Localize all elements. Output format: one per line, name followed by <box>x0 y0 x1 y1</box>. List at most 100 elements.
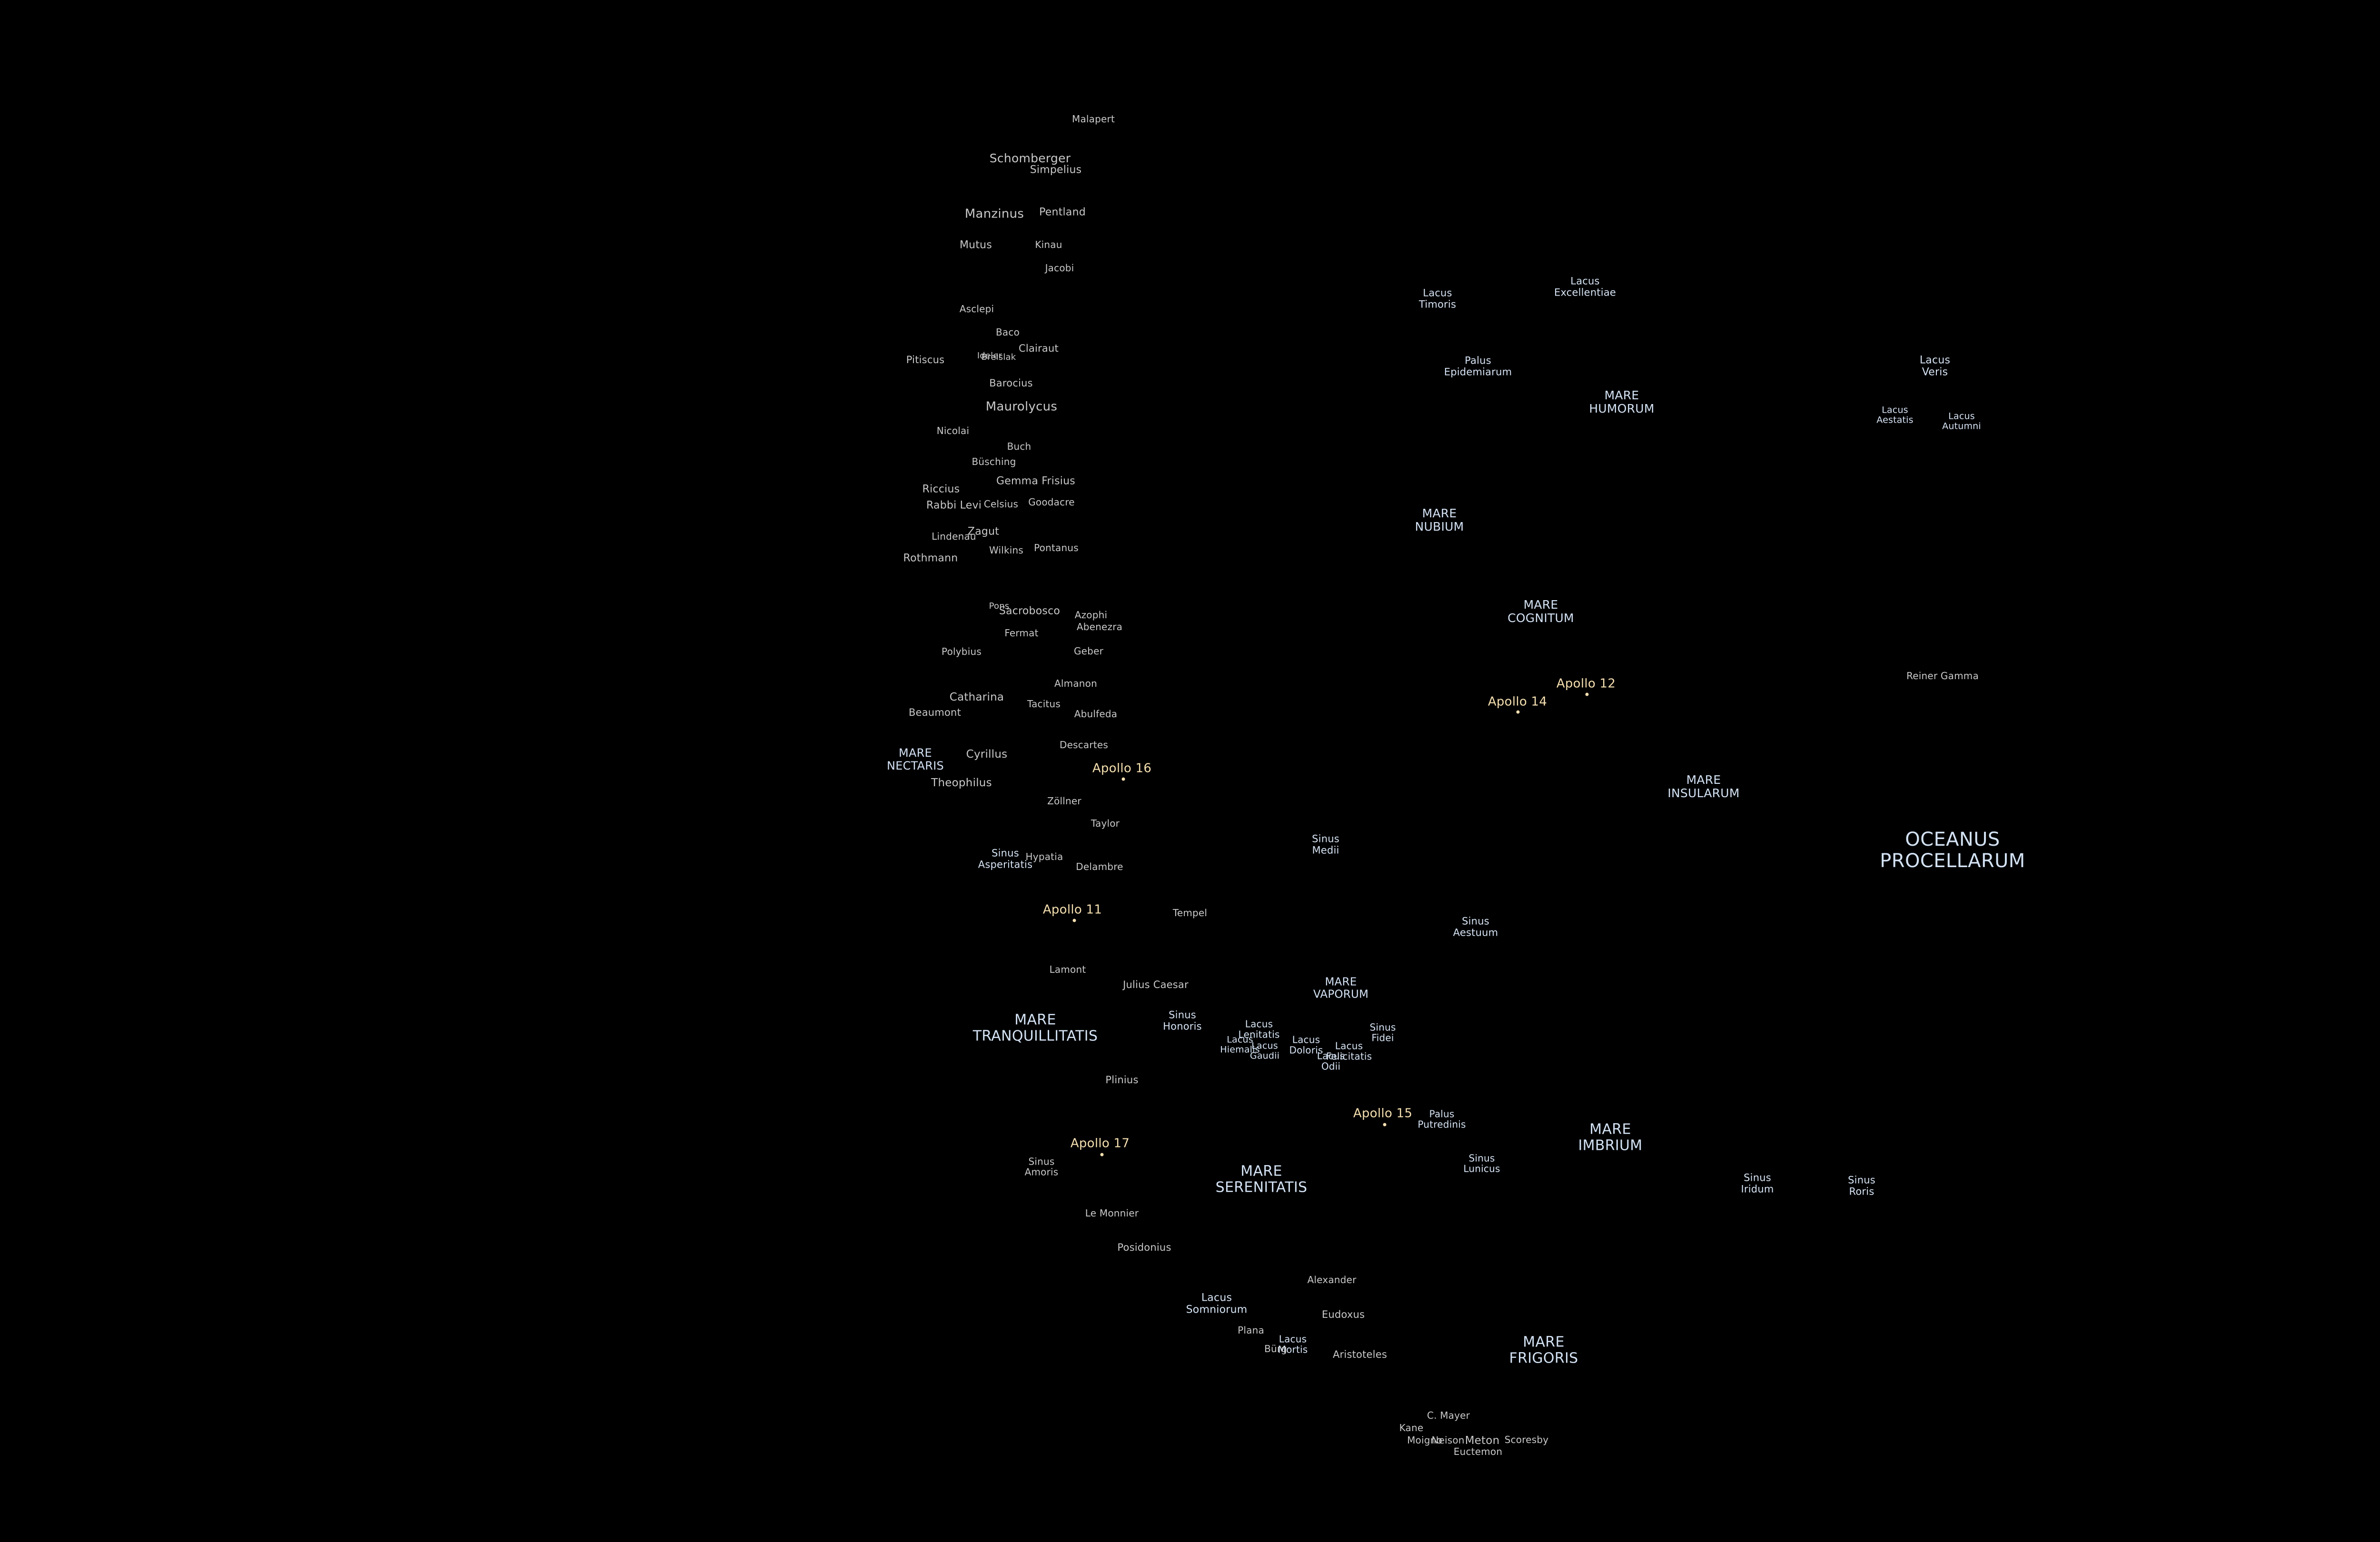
feature-label-baco[interactable]: Baco <box>995 326 1020 338</box>
feature-label-reiner-gamma[interactable]: Reiner Gamma <box>1906 670 1979 682</box>
feature-label-mare-frigoris[interactable]: MARE FRIGORIS <box>1509 1334 1578 1366</box>
feature-label-mare-cognitum[interactable]: MARE COGNITUM <box>1507 598 1574 625</box>
feature-label-schomberger[interactable]: Schomberger <box>989 151 1071 165</box>
feature-label-le-monnier[interactable]: Le Monnier <box>1085 1207 1139 1219</box>
feature-label-almanon[interactable]: Almanon <box>1054 677 1097 689</box>
feature-label-sinus-medii[interactable]: Sinus Medii <box>1312 833 1339 856</box>
feature-label-sinus-fidei[interactable]: Sinus Fidei <box>1369 1021 1396 1044</box>
feature-label-sinus-roris[interactable]: Sinus Roris <box>1848 1174 1875 1197</box>
feature-label-lacus-odii[interactable]: Lacus Odii <box>1317 1050 1345 1072</box>
feature-label-pons[interactable]: Pons <box>989 601 1010 611</box>
feature-label-apollo-14[interactable]: Apollo 14 <box>1488 694 1547 709</box>
feature-label-moigno[interactable]: Moigno <box>1407 1434 1442 1446</box>
feature-label-sinus-iridum[interactable]: Sinus Iridum <box>1741 1172 1774 1195</box>
feature-label-apollo-12[interactable]: Apollo 12 <box>1556 676 1616 691</box>
feature-label-mare-nubium[interactable]: MARE NUBIUM <box>1415 506 1464 534</box>
feature-label-c-mayer[interactable]: C. Mayer <box>1427 1409 1470 1421</box>
feature-label-rothmann[interactable]: Rothmann <box>903 552 958 564</box>
feature-label-catharina[interactable]: Catharina <box>949 691 1004 704</box>
feature-label-mare-vaporum[interactable]: MARE VAPORUM <box>1313 976 1369 1000</box>
feature-label-mare-imbrium[interactable]: MARE IMBRIUM <box>1578 1121 1643 1154</box>
feature-label-eudoxus[interactable]: Eudoxus <box>1321 1309 1365 1321</box>
feature-label-lacus-veris[interactable]: Lacus Veris <box>1919 354 1951 378</box>
feature-label-lacus-excellentiae[interactable]: Lacus Excellentiae <box>1554 275 1616 298</box>
feature-label-tacitus[interactable]: Tacitus <box>1027 698 1061 710</box>
feature-label-ideler[interactable]: Ideler <box>977 350 1002 361</box>
feature-label-b-rg[interactable]: Bürg <box>1264 1343 1287 1354</box>
feature-label-simpelius[interactable]: Simpelius <box>1030 164 1082 176</box>
feature-label-cyrillus[interactable]: Cyrillus <box>966 748 1008 761</box>
feature-label-celsius[interactable]: Celsius <box>983 498 1019 510</box>
feature-label-sinus-amoris[interactable]: Sinus Amoris <box>1024 1156 1059 1178</box>
feature-label-oceanus-procellarum[interactable]: OCEANUS PROCELLARUM <box>1880 829 2025 872</box>
feature-label-plana[interactable]: Plana <box>1238 1324 1264 1336</box>
feature-label-lamont[interactable]: Lamont <box>1049 963 1086 975</box>
feature-label-lacus-aestatis[interactable]: Lacus Aestatis <box>1876 405 1914 425</box>
feature-label-euctemon[interactable]: Euctemon <box>1453 1445 1503 1457</box>
feature-label-aristoteles[interactable]: Aristoteles <box>1332 1349 1388 1361</box>
feature-label-barocius[interactable]: Barocius <box>989 377 1033 389</box>
feature-label-mare-humorum[interactable]: MARE HUMORUM <box>1589 388 1655 415</box>
feature-label-wilkins[interactable]: Wilkins <box>989 544 1024 556</box>
feature-label-delambre[interactable]: Delambre <box>1076 860 1123 872</box>
feature-label-abulfeda[interactable]: Abulfeda <box>1074 708 1118 720</box>
feature-label-buch[interactable]: Buch <box>1007 440 1031 452</box>
feature-label-apollo-17[interactable]: Apollo 17 <box>1070 1136 1130 1151</box>
feature-label-plinius[interactable]: Plinius <box>1105 1074 1139 1086</box>
feature-label-fermat[interactable]: Fermat <box>1004 627 1039 639</box>
feature-label-b-sching[interactable]: Büsching <box>972 455 1016 467</box>
feature-label-riccius[interactable]: Riccius <box>922 483 960 495</box>
feature-label-polybius[interactable]: Polybius <box>942 645 982 657</box>
feature-label-mare-insularum[interactable]: MARE INSULARUM <box>1667 773 1740 800</box>
feature-label-azophi[interactable]: Azophi <box>1074 609 1108 621</box>
feature-label-rabbi-levi[interactable]: Rabbi Levi <box>926 499 982 512</box>
feature-label-tempel[interactable]: Tempel <box>1172 907 1208 919</box>
feature-label-mutus[interactable]: Mutus <box>959 239 992 251</box>
feature-label-julius-caesar[interactable]: Julius Caesar <box>1123 979 1189 991</box>
feature-label-meton[interactable]: Meton <box>1465 1434 1500 1447</box>
feature-label-pontanus[interactable]: Pontanus <box>1034 542 1079 554</box>
feature-label-lacus-autumni[interactable]: Lacus Autumni <box>1942 411 1981 432</box>
feature-label-lacus-lenitatis[interactable]: Lacus Lenitatis <box>1238 1018 1280 1040</box>
feature-label-manzinus[interactable]: Manzinus <box>964 207 1024 221</box>
feature-label-neison[interactable]: Neison <box>1431 1434 1465 1446</box>
feature-label-mare-serenitatis[interactable]: MARE SERENITATIS <box>1215 1163 1308 1196</box>
feature-label-lacus-hiemalis[interactable]: Lacus Hiemalis <box>1220 1034 1260 1055</box>
feature-label-clairaut[interactable]: Clairaut <box>1019 343 1059 355</box>
feature-label-posidonius[interactable]: Posidonius <box>1117 1242 1171 1254</box>
feature-label-scoresby[interactable]: Scoresby <box>1504 1433 1549 1445</box>
feature-label-apollo-11[interactable]: Apollo 11 <box>1042 902 1102 917</box>
feature-label-maurolycus[interactable]: Maurolycus <box>985 399 1058 414</box>
feature-label-apollo-15[interactable]: Apollo 15 <box>1353 1106 1413 1121</box>
feature-label-apollo-16[interactable]: Apollo 16 <box>1092 761 1152 776</box>
feature-label-jacobi[interactable]: Jacobi <box>1045 262 1074 274</box>
feature-label-palus-epidemiarum[interactable]: Palus Epidemiarum <box>1444 355 1512 377</box>
feature-label-lacus-felicitatis[interactable]: Lacus Felicitatis <box>1326 1040 1372 1062</box>
feature-label-lacus-gaudii[interactable]: Lacus Gaudii <box>1250 1040 1280 1061</box>
feature-label-pitiscus[interactable]: Pitiscus <box>906 354 945 366</box>
feature-label-nicolai[interactable]: Nicolai <box>936 425 970 436</box>
feature-label-lacus-timoris[interactable]: Lacus Timoris <box>1418 287 1457 310</box>
feature-label-palus-putredinis[interactable]: Palus Putredinis <box>1418 1108 1466 1130</box>
feature-label-lacus-doloris[interactable]: Lacus Doloris <box>1289 1034 1323 1056</box>
feature-label-descartes[interactable]: Descartes <box>1060 739 1108 751</box>
feature-label-lindenau[interactable]: Lindenau <box>932 530 976 542</box>
feature-label-theophilus[interactable]: Theophilus <box>931 777 992 790</box>
feature-label-hypatia[interactable]: Hypatia <box>1025 850 1063 862</box>
feature-label-alexander[interactable]: Alexander <box>1307 1274 1357 1285</box>
feature-label-beaumont[interactable]: Beaumont <box>908 707 962 719</box>
feature-label-asclepi[interactable]: Asclepi <box>959 303 994 315</box>
feature-label-breislak[interactable]: Breislak <box>981 352 1016 362</box>
feature-label-mare-nectaris[interactable]: MARE NECTARIS <box>887 746 944 772</box>
feature-label-sinus-asperitatis[interactable]: Sinus Asperitatis <box>978 847 1033 870</box>
feature-label-malapert[interactable]: Malapert <box>1072 113 1115 125</box>
feature-label-lacus-mortis[interactable]: Lacus Mortis <box>1278 1333 1308 1355</box>
feature-label-sacrobosco[interactable]: Sacrobosco <box>999 605 1061 617</box>
feature-label-kinau[interactable]: Kinau <box>1035 238 1062 250</box>
feature-label-abenezra[interactable]: Abenezra <box>1076 621 1123 633</box>
feature-label-taylor[interactable]: Taylor <box>1091 817 1120 829</box>
feature-label-sinus-lunicus[interactable]: Sinus Lunicus <box>1463 1152 1500 1175</box>
feature-label-gemma-frisius[interactable]: Gemma Frisius <box>996 475 1075 487</box>
feature-label-mare-tranquillitatis[interactable]: MARE TRANQUILLITATIS <box>972 1011 1098 1044</box>
feature-label-sinus-honoris[interactable]: Sinus Honoris <box>1163 1009 1202 1032</box>
